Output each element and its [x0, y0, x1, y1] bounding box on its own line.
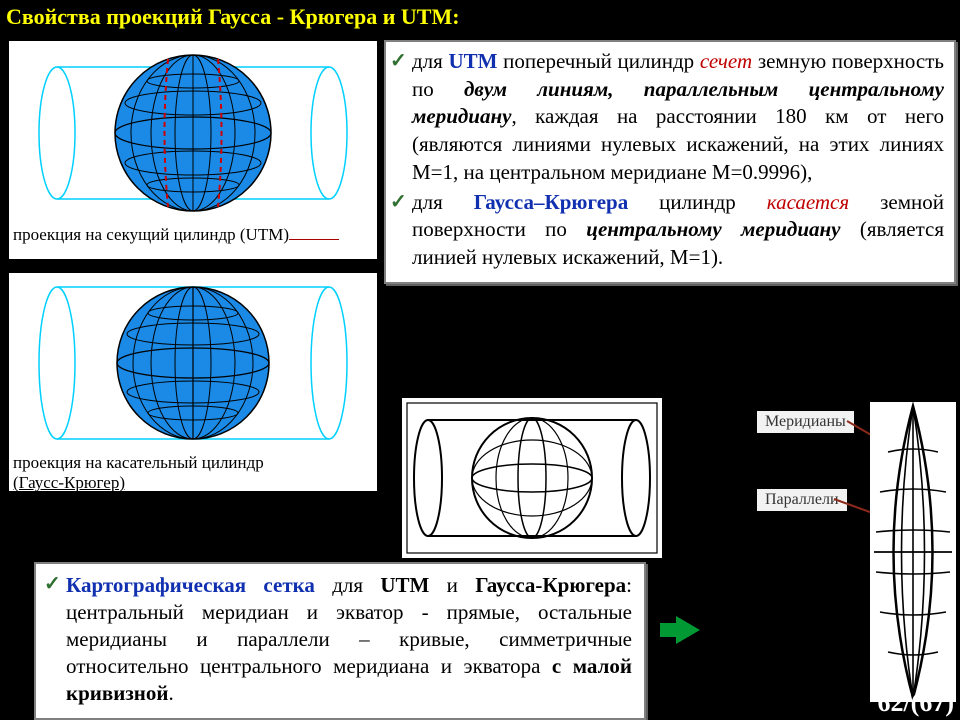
tangent-cylinder-svg [13, 277, 373, 449]
bullet-grid: Картографическая сетка для UTM и Гаусса-… [66, 572, 632, 706]
properties-text-panel: для UTM поперечный цилиндр сечет земную … [384, 40, 956, 284]
diagram-zone-strip [870, 402, 956, 702]
diagram-gk-tangent: проекция на касательный цилиндр (Гаусс-К… [8, 272, 378, 492]
secant-cylinder-svg [13, 45, 373, 221]
arrow-right-icon [676, 616, 700, 644]
grid-text-panel: Картографическая сетка для UTM и Гаусса-… [34, 562, 646, 720]
diagram-wireframe [402, 398, 662, 558]
page-number: 62/(67) [877, 688, 954, 718]
diagram2-caption: проекция на касательный цилиндр (Гаусс-К… [13, 453, 373, 493]
page-title: Свойства проекций Гаусса - Крюгера и UTM… [6, 4, 460, 30]
diagram2-caption-l1: проекция на касательный цилиндр [13, 453, 264, 472]
zone-strip-svg [870, 402, 956, 702]
diagram-utm-secant: проекция на секущий цилиндр (UTM) [8, 40, 378, 260]
wireframe-svg [406, 402, 658, 554]
caption-underline [289, 239, 339, 240]
bullet-gk: для Гаусса–Крюгера цилиндр касается земн… [412, 189, 944, 272]
diagram1-caption: проекция на секущий цилиндр (UTM) [13, 225, 373, 245]
diagram2-caption-l2: (Гаусс-Крюгер) [13, 473, 125, 492]
bullet-utm: для UTM поперечный цилиндр сечет земную … [412, 48, 944, 187]
diagram1-caption-text: проекция на секущий цилиндр (UTM) [13, 225, 289, 244]
label-meridians: Меридианы [756, 410, 855, 434]
